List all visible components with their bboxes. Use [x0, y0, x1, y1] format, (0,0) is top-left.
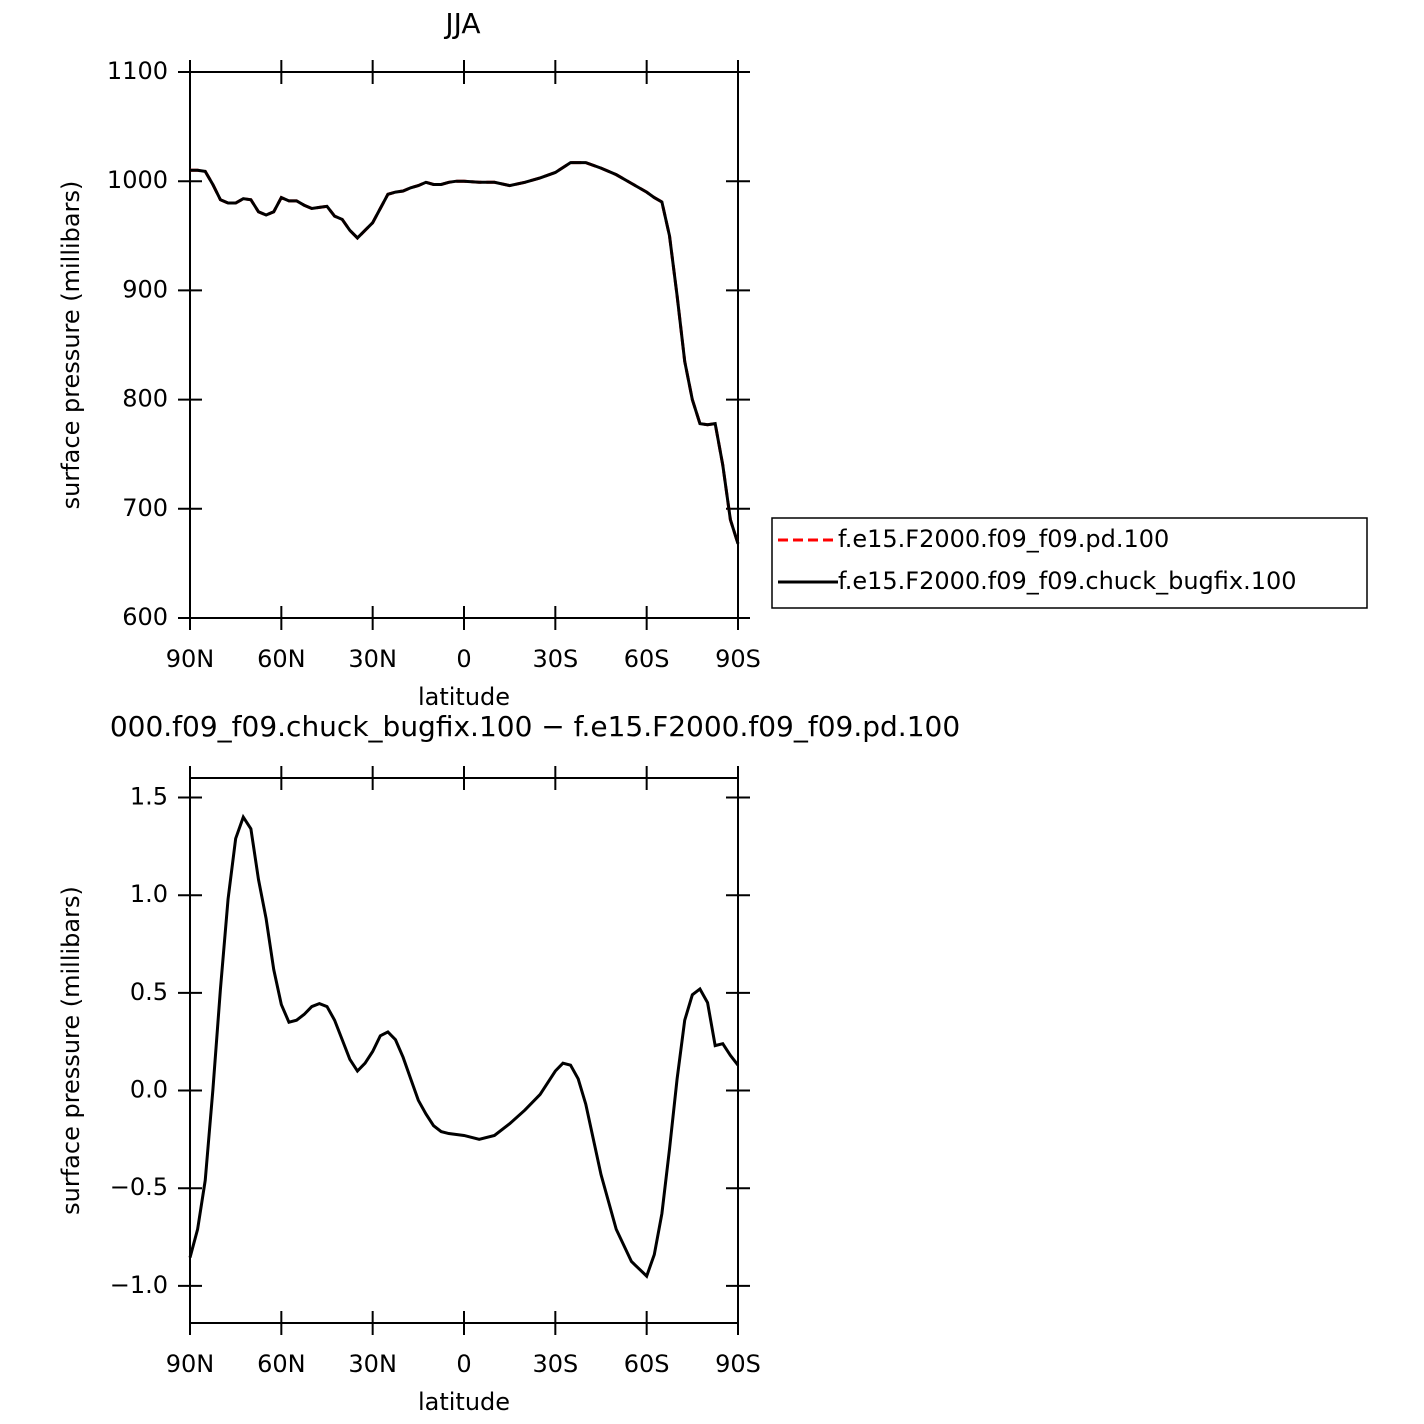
chart-title: JJA	[443, 7, 480, 40]
y-tick-label: 1.5	[130, 783, 168, 811]
y-tick-label: 0.5	[130, 978, 168, 1006]
x-tick-label: 0	[456, 645, 471, 673]
y-tick-label: 800	[122, 385, 168, 413]
y-tick-label: 600	[122, 603, 168, 631]
x-tick-label: 60S	[624, 645, 670, 673]
legend-label: f.e15.F2000.f09_f09.chuck_bugfix.100	[838, 567, 1297, 595]
x-tick-label: 0	[456, 1350, 471, 1378]
chart-title: 000.f09_f09.chuck_bugfix.100 − f.e15.F20…	[110, 710, 960, 743]
x-tick-label: 90S	[715, 1350, 761, 1378]
series-line	[190, 161, 740, 545]
y-tick-label: 900	[122, 275, 168, 303]
x-tick-label: 90S	[715, 645, 761, 673]
x-tick-label: 30S	[532, 645, 578, 673]
x-tick-label: 30N	[348, 1350, 397, 1378]
y-axis-label: surface pressure (millibars)	[57, 886, 85, 1215]
y-tick-label: 1000	[107, 166, 168, 194]
x-tick-label: 60S	[624, 1350, 670, 1378]
series-line	[188, 813, 740, 1279]
x-axis-label: latitude	[418, 1388, 510, 1416]
x-tick-label: 90N	[166, 1350, 215, 1378]
legend-box	[771, 517, 1368, 609]
y-tick-label: 700	[122, 494, 168, 522]
plot-frame	[189, 71, 739, 619]
series-line	[190, 161, 740, 545]
y-axis-label: surface pressure (millibars)	[57, 181, 85, 510]
y-tick-label: −0.5	[110, 1173, 168, 1201]
legend-label: f.e15.F2000.f09_f09.pd.100	[838, 525, 1169, 553]
x-tick-label: 90N	[166, 645, 215, 673]
x-tick-label: 60N	[257, 645, 306, 673]
y-tick-label: 0.0	[130, 1076, 168, 1104]
plot-frame	[189, 777, 739, 1324]
y-tick-label: 1.0	[130, 880, 168, 908]
x-axis-label: latitude	[418, 683, 510, 711]
x-tick-label: 30N	[348, 645, 397, 673]
x-tick-label: 30S	[532, 1350, 578, 1378]
y-tick-label: 1100	[107, 57, 168, 85]
x-tick-label: 60N	[257, 1350, 306, 1378]
y-tick-label: −1.0	[110, 1271, 168, 1299]
